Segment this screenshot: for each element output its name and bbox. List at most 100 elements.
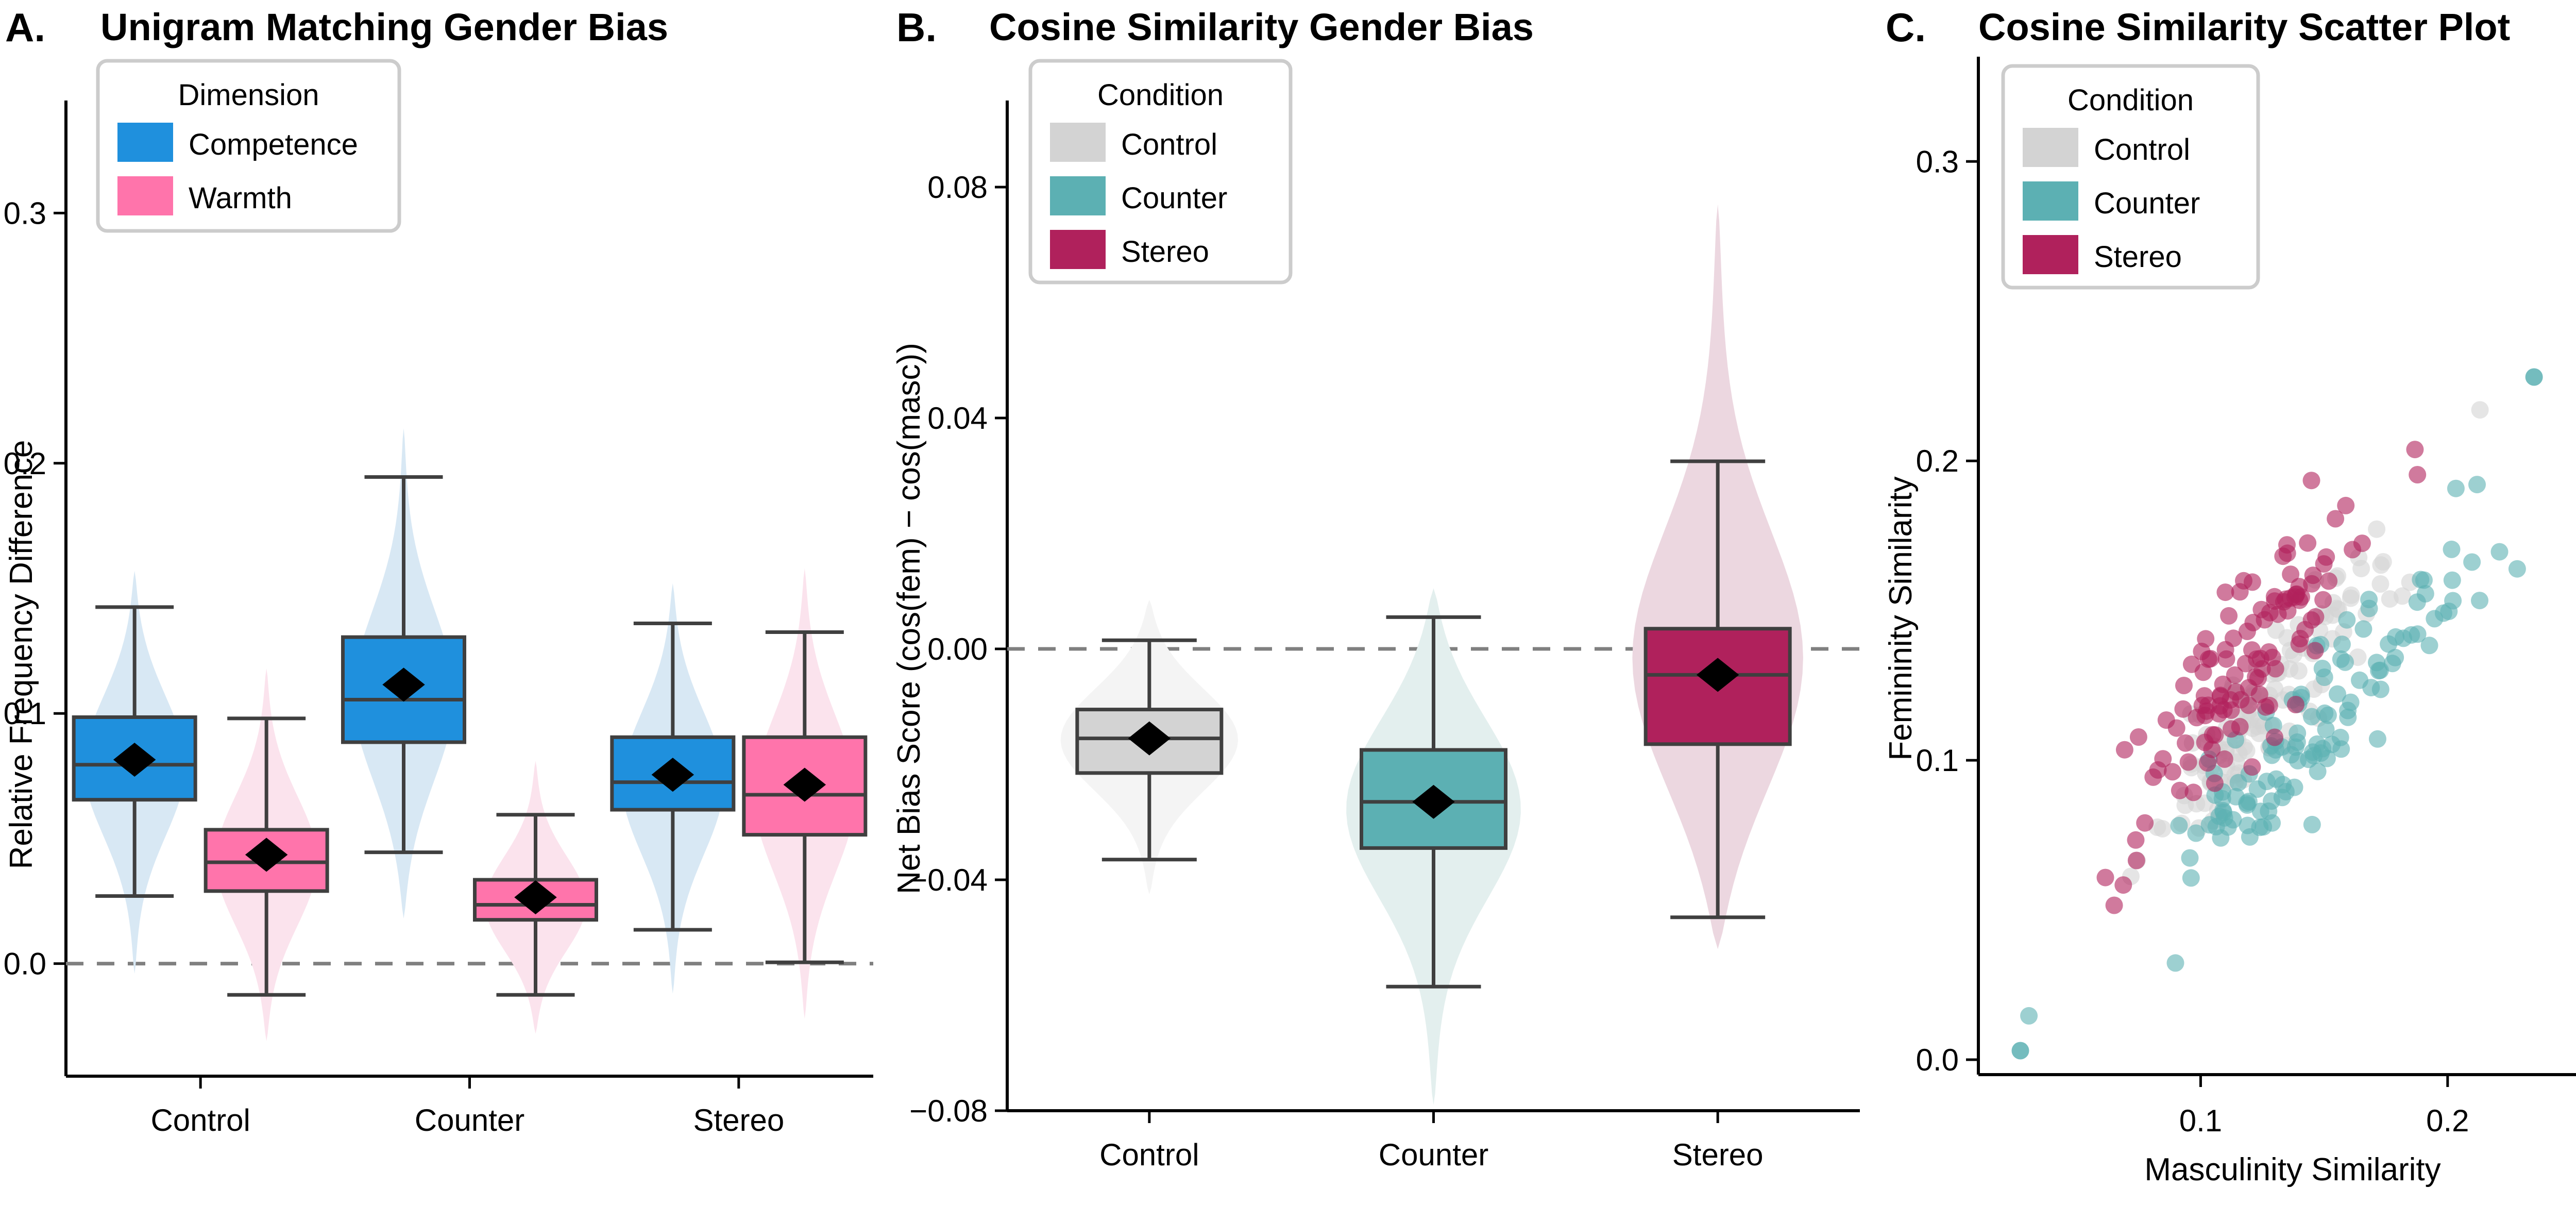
scatter-point [2416,585,2434,603]
panel-a-title: Unigram Matching Gender Bias [100,6,668,48]
panel-b-y-tick-label: −0.08 [909,1094,988,1128]
panel-b-x-tick-label: Control [1099,1138,1199,1172]
panel-b-y-axis-label: Net Bias Score (cos(fem) − cos(masc)) [891,343,927,894]
box-plot-group [204,716,329,997]
scatter-point [2243,573,2261,591]
scatter-point [2260,802,2278,820]
legend-swatch-control[interactable] [1050,123,1106,162]
scatter-point [2231,583,2249,601]
scatter-point [2320,572,2338,590]
mean-diamond-marker [783,767,826,802]
scatter-point [2166,954,2184,972]
scatter-point [2317,721,2335,739]
panel-c-y-tick-label: 0.0 [1916,1043,1959,1077]
scatter-point [2314,591,2332,609]
panel-a-legend[interactable]: Dimension Competence Warmth [96,59,401,233]
scatter-point [2215,804,2232,822]
scatter-point [2468,476,2486,494]
panel-b-y-tick-label: 0.04 [927,401,988,436]
box-plot-group [1360,615,1507,989]
scatter-point [2216,583,2234,601]
scatter-point [2211,697,2229,715]
panel-a-x-tick-label: Stereo [693,1103,784,1138]
panel-a-letter: A. [5,5,45,50]
scatter-point [2177,734,2194,752]
box-plot-group [742,630,868,964]
scatter-point [2381,590,2399,608]
scatter-point [2182,869,2200,887]
legend-label-counter: Counter [1121,181,1227,215]
legend-swatch-control[interactable] [2023,128,2078,167]
scatter-point [2409,466,2427,483]
legend-container[interactable] [96,59,401,233]
scatter-point [2244,613,2262,631]
box-plot-group [1075,638,1224,862]
panel-c-letter: C. [1886,5,1926,50]
scatter-point [2490,543,2509,561]
legend-label-warmth: Warmth [189,181,292,215]
scatter-point [2114,876,2132,894]
scatter-point [2184,783,2202,801]
scatter-point [2368,654,2385,672]
scatter-point [2206,774,2224,792]
scatter-point-outlier [2525,368,2543,386]
scatter-point [2471,401,2489,419]
scatter-point [2471,592,2488,610]
panel-c-tick-labels: 0.00.10.20.30.10.20.3 [1916,144,2469,1138]
panel-b-tick-labels: 0.08 0.04 0.00 −0.04 −0.08 Control Counter Ster… [909,170,1763,1172]
panel-b-title: Cosine Similarity Gender Bias [989,6,1534,48]
scatter-point [2415,571,2433,589]
legend-container[interactable] [1028,59,1293,285]
scatter-point [2440,603,2458,621]
scatter-point [2338,611,2356,629]
scatter-point [2174,700,2192,718]
scatter-point [2266,728,2283,746]
scatter-point [2154,750,2172,768]
mean-diamond-marker [113,742,156,777]
scatter-point [2207,817,2225,835]
legend-container[interactable] [2001,64,2260,290]
scatter-point [2230,744,2248,762]
panel-c-x-tick-label: 0.2 [2426,1103,2469,1138]
scatter-point [2220,607,2238,625]
mean-diamond-marker [245,838,288,872]
scatter-point [2266,660,2284,678]
scatter-point [2299,534,2317,552]
scatter-point [2136,814,2154,832]
legend-swatch-stereo[interactable] [1050,230,1106,269]
legend-swatch-competence[interactable] [117,123,173,162]
scatter-point [2238,794,2256,812]
panel-b-legend[interactable]: Condition Control Counter Stereo [1028,59,1293,285]
scatter-point [2337,496,2355,514]
scatter-point [2278,544,2296,562]
scatter-point [2360,599,2378,617]
legend-swatch-warmth[interactable] [117,176,173,215]
panel-b-y-tick-label: 0.08 [927,170,988,205]
legend-swatch-stereo[interactable] [2023,235,2078,274]
scatter-point [2144,768,2162,786]
box-plot-group [473,813,598,997]
legend-label-counter: Counter [2094,187,2200,220]
panel-a-y-tick-label: 0.3 [4,196,46,230]
panel-a-x-tick-label: Counter [415,1103,524,1138]
scatter-point [2291,630,2309,647]
scatter-point [2182,655,2200,673]
panel-c-legend[interactable]: Condition Control Counter Stereo [2001,64,2260,290]
scatter-point [2274,776,2292,794]
legend-swatch-counter[interactable] [1050,176,1106,215]
scatter-point [2198,754,2216,772]
panel-a-tick-labels: 0.3 0.2 0.1 0.0 Control Counter Stereo [4,196,785,1138]
legend-swatch-counter[interactable] [2023,181,2078,221]
scatter-point [2339,701,2357,720]
box-iqr [1075,708,1224,775]
scatter-point [2286,696,2304,713]
box-iqr [341,635,466,744]
scatter-point [2105,896,2123,914]
scatter-point [2406,441,2424,459]
panel-a-plot-area [72,428,868,1041]
scatter-point [2243,758,2261,776]
scatter-point [2267,621,2285,639]
scatter-point [2354,620,2372,638]
mean-diamond-marker [1128,721,1171,756]
panel-c-x-tick-label: 0.1 [2179,1103,2222,1138]
